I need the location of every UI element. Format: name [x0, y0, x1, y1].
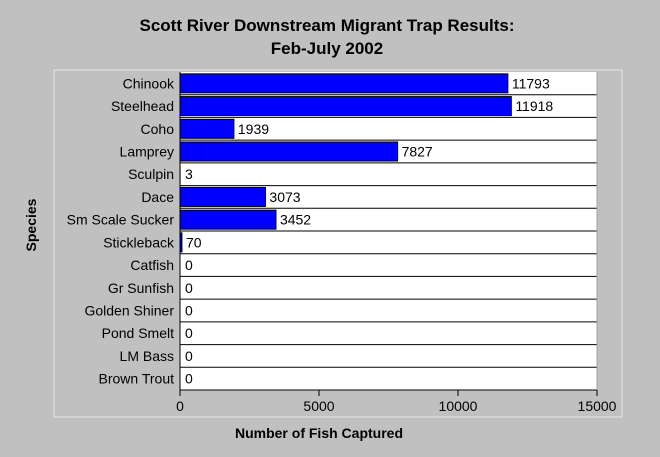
- category-label: LM Bass: [120, 348, 174, 364]
- x-tick-label: 0: [176, 398, 184, 414]
- bar: [179, 118, 235, 139]
- category-label: Dace: [141, 189, 174, 205]
- category-label: Golden Shiner: [84, 303, 174, 319]
- y-axis-title: Species: [23, 198, 39, 251]
- category-label: Brown Trout: [99, 371, 175, 387]
- data-label: 1939: [238, 121, 269, 137]
- category-label: Sculpin: [128, 166, 174, 182]
- data-label: 0: [185, 371, 193, 387]
- chart-frame: [53, 69, 623, 418]
- category-label: Steelhead: [111, 98, 174, 114]
- data-label: 0: [185, 325, 193, 341]
- data-label: 7827: [402, 144, 433, 160]
- data-label: 11918: [515, 98, 553, 114]
- x-tick-label: 5000: [303, 398, 334, 414]
- data-label: 70: [186, 234, 202, 250]
- x-axis-title: Number of Fish Captured: [235, 425, 403, 441]
- bar: [179, 186, 266, 207]
- data-label: 0: [185, 303, 193, 319]
- plot-area: Chinook 11793 Steelhead 11918 Coho 1939 Lampre…: [53, 69, 623, 418]
- x-tick-label: 15000: [578, 398, 617, 414]
- data-label: 3452: [280, 212, 311, 228]
- chart-title: Scott River Downstream Migrant Trap Resu…: [139, 16, 514, 35]
- data-label: 11793: [512, 75, 550, 91]
- category-label: Pond Smelt: [102, 325, 174, 341]
- bar: [179, 209, 277, 230]
- category-label: Sm Scale Sucker: [67, 212, 175, 228]
- bar: [179, 73, 509, 94]
- category-label: Lamprey: [120, 144, 174, 160]
- category-label: Stickleback: [103, 234, 175, 250]
- category-label: Gr Sunfish: [108, 280, 174, 296]
- chart-subtitle: Feb-July 2002: [271, 39, 383, 58]
- data-label: 0: [185, 257, 193, 273]
- data-label: 3: [185, 166, 193, 182]
- bar: [179, 141, 399, 162]
- bar: [179, 96, 512, 117]
- data-label: 3073: [269, 189, 300, 205]
- data-label: 0: [185, 348, 193, 364]
- data-label: 0: [185, 280, 193, 296]
- x-tick-label: 10000: [439, 398, 478, 414]
- category-label: Coho: [141, 121, 175, 137]
- category-label: Catfish: [130, 257, 174, 273]
- category-label: Chinook: [123, 75, 175, 91]
